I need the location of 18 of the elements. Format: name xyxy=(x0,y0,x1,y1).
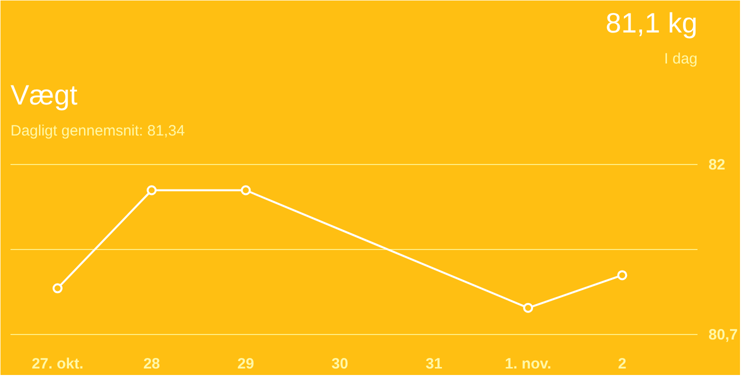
y-tick-label: 82 xyxy=(708,156,726,174)
x-tick-label: 1. nov. xyxy=(504,356,552,372)
x-tick-label: 28 xyxy=(143,356,160,372)
x-tick-label: 30 xyxy=(332,356,348,372)
y-tick-label: 80,7 xyxy=(708,326,738,344)
point xyxy=(146,185,157,196)
chart-subtitle: Dagligt gennemsnit: 81,34 xyxy=(10,122,185,140)
text: 81,1 kg xyxy=(606,8,698,38)
x-tick-label: 27. okt. xyxy=(32,356,84,372)
point xyxy=(240,185,251,196)
point xyxy=(52,283,63,294)
point xyxy=(617,270,628,280)
text: I dag xyxy=(664,50,698,68)
x-tick-label: 29 xyxy=(237,356,254,372)
chart-title: Vægt xyxy=(10,80,78,110)
point xyxy=(523,302,534,313)
x-tick-label: 31 xyxy=(426,356,442,372)
x-tick-label: 2 xyxy=(618,356,626,372)
